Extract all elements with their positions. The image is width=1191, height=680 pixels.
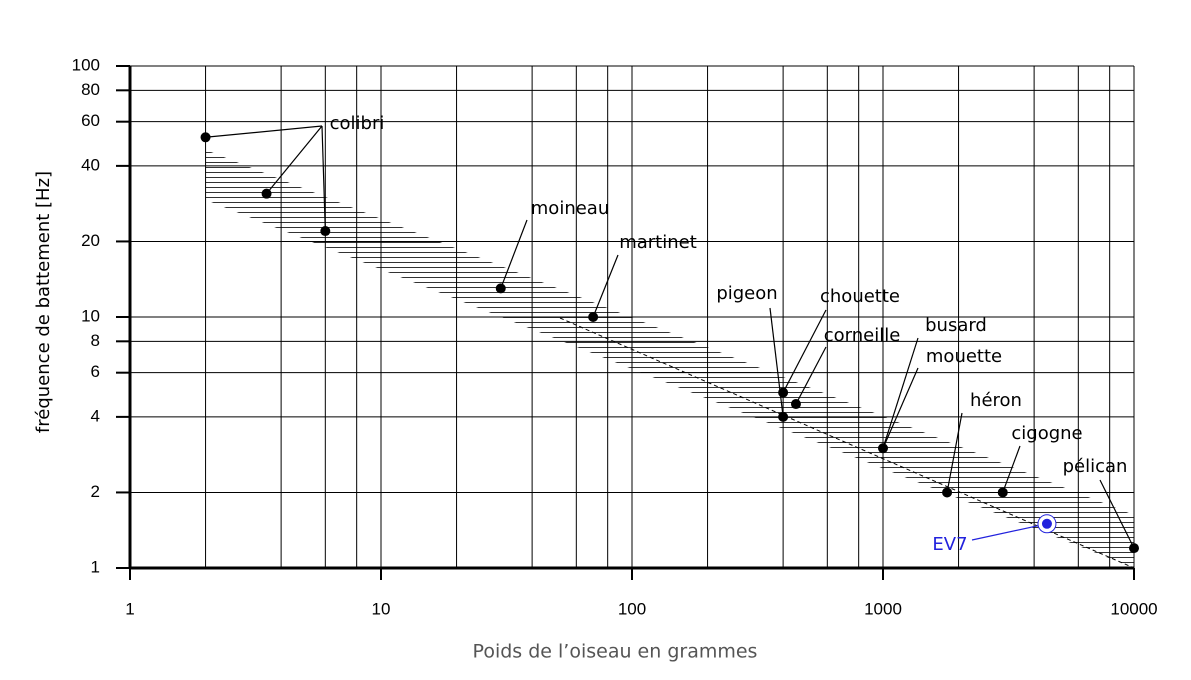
leader-line	[971, 523, 1048, 541]
leader-line	[592, 254, 619, 318]
annotation: EV7	[932, 534, 967, 555]
leader-line	[782, 309, 827, 393]
point	[200, 132, 211, 143]
point	[588, 312, 599, 322]
y-tick-label: 20	[81, 231, 100, 250]
annotation: pélican	[1063, 456, 1128, 477]
annotation: héron	[970, 390, 1022, 411]
y-tick-label: 40	[81, 155, 100, 174]
y-tick-label: 2	[91, 482, 100, 501]
annotation: cigogne	[1011, 423, 1082, 444]
y-tick-label: 4	[91, 406, 100, 425]
y-tick-label: 60	[81, 111, 100, 130]
point	[495, 283, 506, 294]
y-tick-label: 6	[91, 362, 100, 381]
annotation: busard	[925, 315, 987, 336]
annotation: mouette	[926, 346, 1002, 367]
annotation: pigeon	[716, 283, 777, 304]
point	[1041, 518, 1052, 529]
point	[778, 411, 789, 422]
leader-line	[769, 307, 784, 417]
leader-line	[266, 125, 323, 195]
x-tick-label: 1000	[864, 599, 902, 618]
x-tick-label: 10	[372, 599, 391, 618]
x-tick-label: 10000	[1110, 599, 1157, 618]
annotation: moineau	[531, 198, 609, 219]
annotation: colibri	[330, 113, 385, 134]
y-axis-label: fréquence de battement [Hz]	[33, 171, 54, 433]
leader-line	[946, 412, 963, 493]
point	[320, 226, 331, 237]
x-tick-label: 1	[125, 599, 134, 618]
y-tick-label: 8	[91, 331, 100, 350]
point	[942, 487, 953, 498]
point	[878, 443, 888, 454]
y-tick-label: 100	[72, 55, 100, 74]
leader-line	[1002, 445, 1021, 493]
y-tick-label: 10	[81, 306, 100, 325]
x-axis-label: Poids de l’oiseau en grammes	[473, 641, 758, 663]
y-tick-label: 80	[81, 80, 100, 99]
point	[778, 387, 789, 398]
point	[1129, 543, 1139, 554]
y-tick-label: 1	[91, 557, 100, 576]
leader-line	[205, 125, 323, 138]
band	[206, 150, 1134, 568]
leader-line	[882, 367, 919, 449]
leader-line	[321, 125, 326, 232]
annotation: corneille	[824, 325, 901, 346]
point	[790, 399, 801, 410]
leader-line	[882, 337, 919, 449]
x-tick-label: 100	[618, 599, 646, 618]
annotation: martinet	[619, 232, 697, 253]
leader-line	[1099, 479, 1135, 549]
annotation: chouette	[820, 286, 900, 307]
point	[261, 188, 272, 199]
leader-line	[795, 346, 827, 405]
point	[997, 487, 1008, 498]
leader-line	[500, 219, 528, 289]
